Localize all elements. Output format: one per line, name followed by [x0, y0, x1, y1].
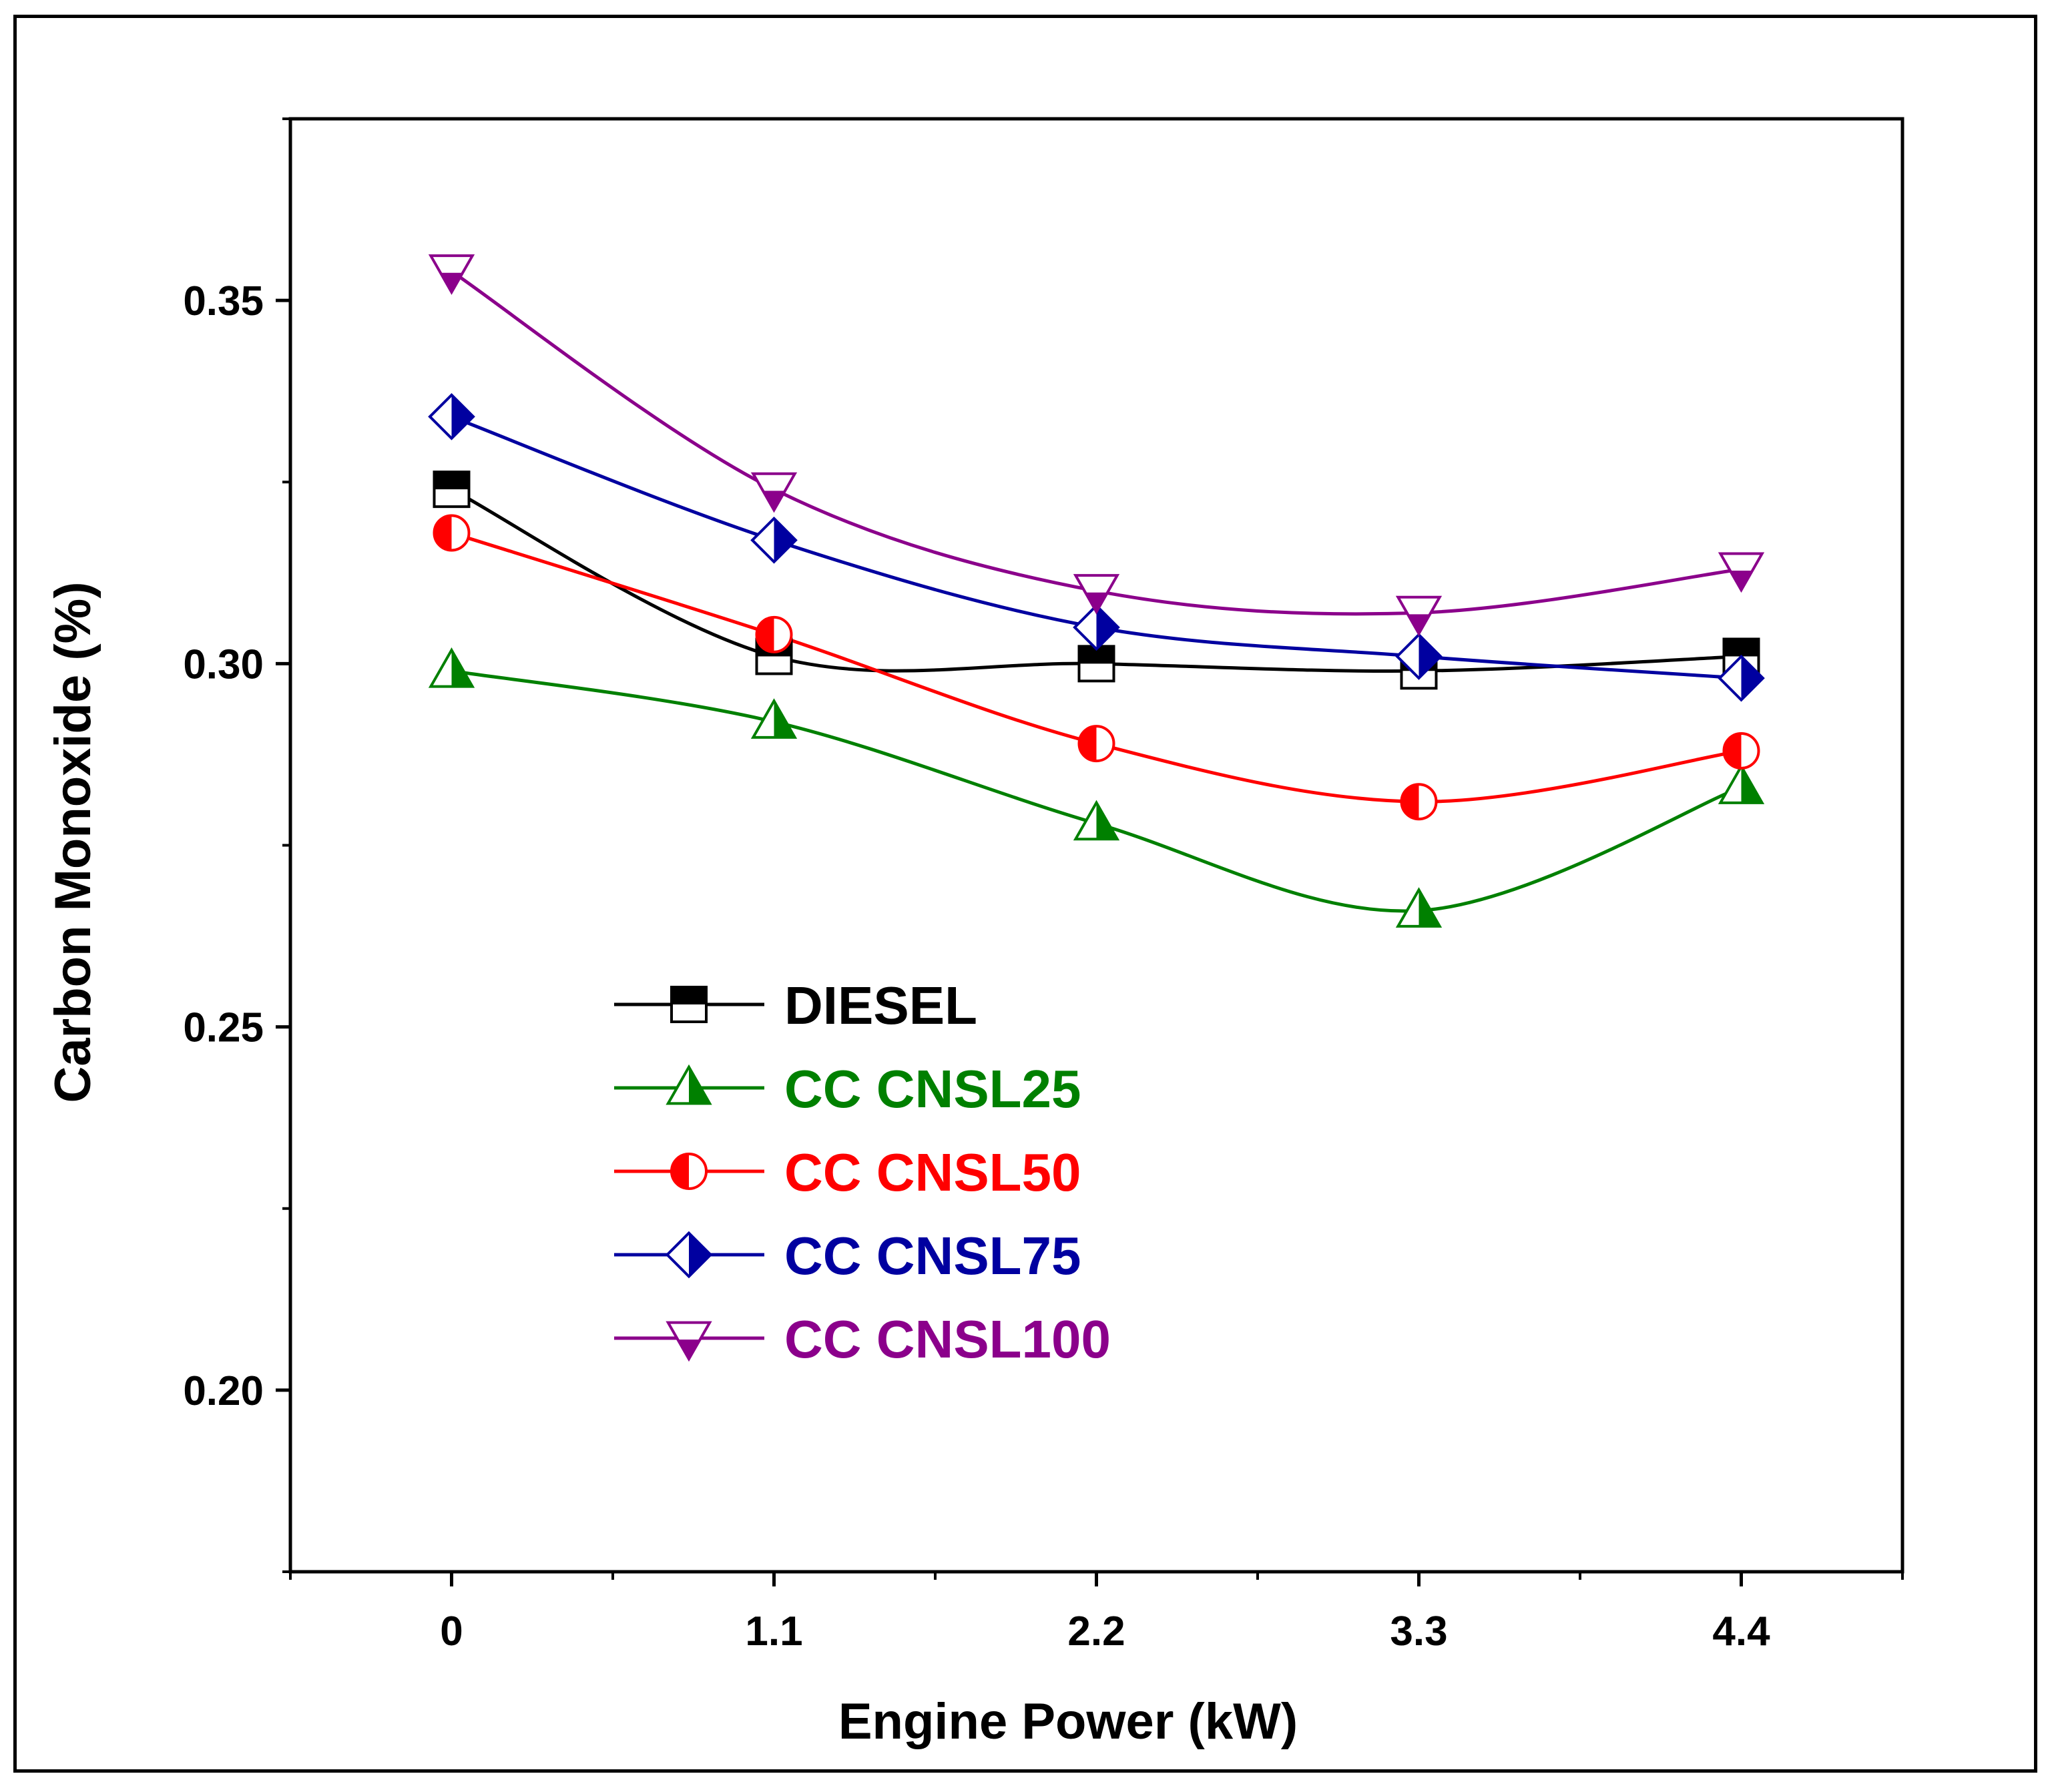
y-tick-label: 0.30: [183, 641, 264, 687]
legend-item: CC CNSL50: [614, 1143, 1081, 1202]
legend-label: CC CNSL100: [784, 1309, 1111, 1369]
marker-fill: [677, 1339, 701, 1360]
legend-item: CC CNSL100: [614, 1309, 1111, 1369]
data-point: [1395, 595, 1443, 637]
marker-fill: [1096, 802, 1117, 840]
marker-fill: [440, 272, 463, 292]
marker-fill: [1741, 656, 1763, 700]
data-point: [1073, 603, 1120, 651]
marker-fill: [1401, 784, 1419, 820]
marker-fill: [434, 472, 469, 490]
marker-fill: [672, 987, 706, 1004]
data-point: [1073, 800, 1120, 841]
data-point: [433, 471, 471, 509]
legend-label: CC CNSL50: [784, 1143, 1081, 1202]
x-tick-label: 4.4: [1712, 1608, 1770, 1655]
figure-frame: [13, 15, 2037, 1773]
marker-fill: [1407, 614, 1431, 634]
marker-fill: [434, 515, 452, 551]
legend-marker: [666, 1064, 712, 1105]
data-point: [428, 647, 475, 688]
data-point: [1718, 764, 1765, 804]
marker-fill: [1724, 639, 1759, 657]
legend-marker: [666, 1321, 712, 1362]
marker-fill: [689, 1233, 711, 1277]
data-point: [1722, 731, 1760, 770]
data-point: [1073, 574, 1120, 615]
data-point: [750, 472, 798, 513]
marker-fill: [451, 394, 473, 438]
marker-fill: [1079, 726, 1097, 762]
marker-fill: [1741, 766, 1762, 803]
data-point: [433, 514, 471, 552]
marker-fill: [1730, 571, 1753, 591]
legend-item: DIESEL: [614, 976, 977, 1035]
x-tick-label: 2.2: [1067, 1608, 1125, 1655]
series-line-cc-cnsl100: [451, 270, 1742, 616]
data-point: [1077, 725, 1115, 763]
axes: 0.20 0.25 0.30 0.35 0 1.1 2.2 3.3 4.4: [183, 117, 1904, 1655]
marker-fill: [1085, 592, 1108, 612]
data-point: [750, 698, 798, 739]
data-point: [428, 392, 475, 440]
y-tick-label: 0.20: [183, 1368, 264, 1414]
legend-label: CC CNSL25: [784, 1059, 1081, 1119]
data-point: [428, 254, 475, 295]
marker-fill: [762, 491, 786, 511]
marker-fill: [1419, 890, 1440, 926]
marker-fill: [451, 650, 473, 687]
y-tick-label: 0.35: [183, 278, 264, 324]
legend-label: CC CNSL75: [784, 1226, 1081, 1285]
data-point: [1395, 887, 1443, 928]
x-tick-label: 3.3: [1390, 1608, 1447, 1655]
data-point: [1400, 783, 1438, 821]
x-tick-label: 0: [440, 1608, 463, 1655]
data-point: [1077, 645, 1115, 683]
legend-item: CC CNSL25: [614, 1059, 1081, 1119]
marker-fill: [689, 1067, 710, 1104]
marker-fill: [672, 1154, 689, 1189]
marker-fill: [1419, 634, 1441, 678]
legend-marker: [665, 1231, 713, 1279]
legend-item: CC CNSL75: [614, 1226, 1081, 1285]
y-tick-label: 0.25: [183, 1005, 264, 1051]
legend-label: DIESEL: [784, 976, 977, 1035]
legend: DIESEL CC CNSL25 CC CNSL50 CC CNSL75 CC CNSL…: [614, 976, 1111, 1369]
x-tick-label: 1.1: [745, 1608, 802, 1655]
marker-fill: [1096, 605, 1118, 649]
legend-marker: [670, 986, 708, 1023]
y-axis-title: Carbon Monoxide (%): [45, 581, 101, 1103]
series-markers: [428, 254, 1765, 928]
x-axis-title: Engine Power (kW): [838, 1693, 1298, 1750]
data-point: [1395, 633, 1443, 680]
data-point: [755, 615, 793, 653]
marker-fill: [1724, 733, 1742, 768]
marker-fill: [756, 617, 774, 652]
marker-fill: [774, 701, 795, 737]
data-point: [1718, 654, 1765, 702]
legend-marker: [670, 1153, 708, 1190]
data-point: [1718, 552, 1765, 593]
data-point: [750, 517, 798, 564]
marker-fill: [774, 518, 796, 562]
